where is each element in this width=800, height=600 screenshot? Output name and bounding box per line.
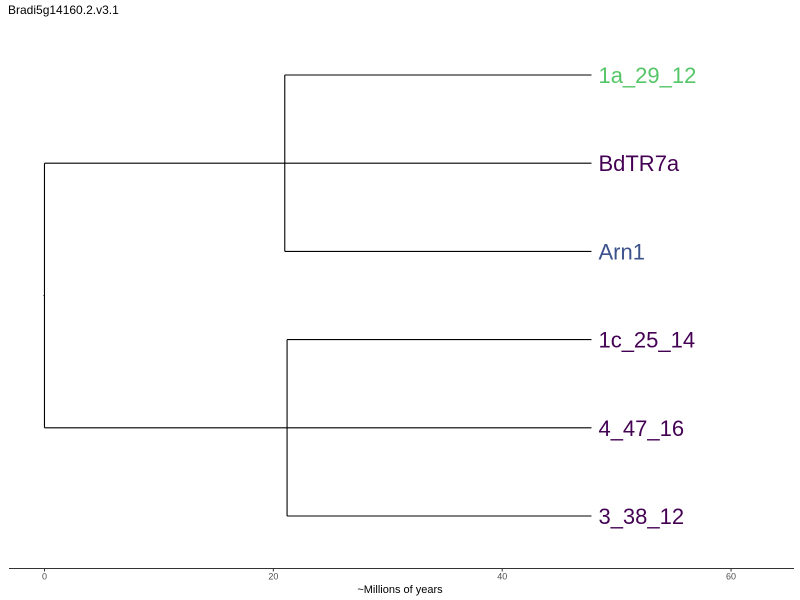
tip-label: 1c_25_14: [598, 328, 695, 353]
chart-title: Bradi5g14160.2.v3.1: [8, 3, 119, 17]
tip-label: Arn1: [598, 239, 644, 264]
tip-label: 1a_29_12: [598, 63, 696, 88]
x-axis-title: ~Millions of years: [357, 584, 443, 596]
tip-label: 4_47_16: [598, 416, 684, 441]
tip-labels: 1a_29_12 BdTR7a Arn1 1c_25_14 4_47_16 3_38_12: [598, 63, 696, 529]
x-tick-label: 40: [497, 572, 507, 582]
tip-label: BdTR7a: [598, 151, 679, 176]
tree-branches: [43, 74, 592, 517]
tip-label: 3_38_12: [598, 504, 684, 529]
x-tick-label: 20: [268, 572, 278, 582]
x-tick-label: 60: [726, 572, 736, 582]
x-tick-label: 0: [42, 572, 47, 582]
x-axis-ticks: 0 20 40 60: [42, 568, 736, 582]
